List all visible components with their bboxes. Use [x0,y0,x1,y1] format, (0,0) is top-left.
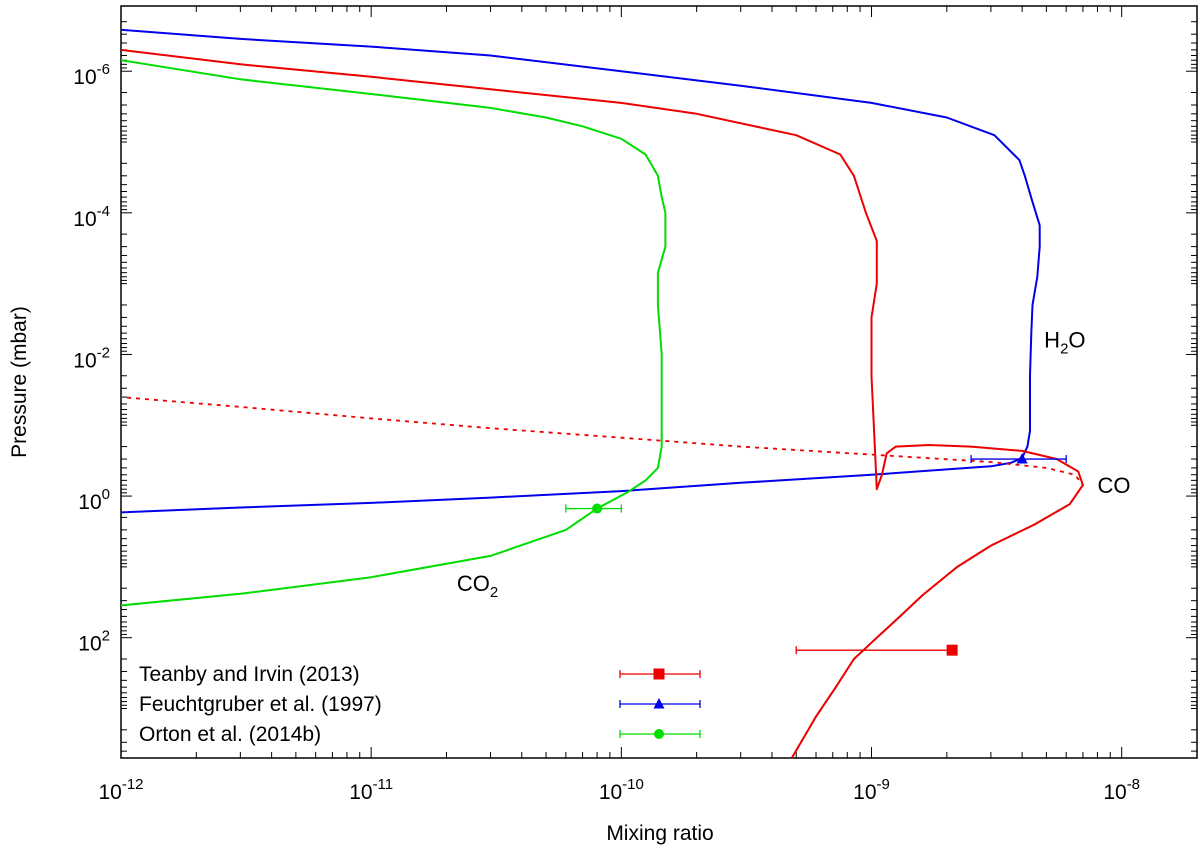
legend-marker-orton-et-al-2014b [654,729,664,739]
obs-point-orton-et-al-2014b [592,503,603,514]
legend-label-teanby-and-irvin-2013: Teanby and Irvin (2013) [139,663,360,686]
y-axis-title: Pressure (mbar) [8,306,31,458]
y-tick-label: 10-2 [73,344,110,372]
series-line-co2 [121,59,667,607]
series-labels: H2O CO CO2 [457,328,1131,602]
observations [565,453,1067,656]
series-label-h2o: H2O [1044,328,1085,358]
y-tick-label: 10-6 [73,61,110,89]
x-tick-label: 10-11 [349,776,393,804]
x-tick-label: 10-8 [1103,776,1140,804]
legend-marker-feuchtgruber-et-al-1997 [653,698,665,709]
series-line-h2o [121,28,1041,514]
series-label-co: CO [1097,473,1130,498]
y-tick-label: 10-4 [73,203,110,231]
series-label-co2: CO2 [457,571,498,601]
legend-label-orton-et-al-2014b: Orton et al. (2014b) [139,723,321,746]
obs-point-feuchtgruber-et-al-1997 [1016,453,1028,464]
plot-frame [120,5,1198,759]
axis-ticks: 10-12 10-11 10-10 10-9 10-8 10-6 10-4 10-2 100 10… [73,6,1198,804]
legend-label-feuchtgruber-et-al-1997: Feuchtgruber et al. (1997) [139,693,382,716]
x-tick-label: 10-9 [853,776,890,804]
data-series [121,28,1084,758]
legend-marker-teanby-and-irvin-2013 [653,668,665,680]
y-tick-label: 100 [78,486,110,514]
series-line-co [121,48,1084,758]
x-axis-title: Mixing ratio [606,822,713,845]
y-tick-label: 102 [78,628,110,656]
x-tick-label: 10-10 [599,776,644,804]
x-tick-label: 10-12 [98,776,143,804]
obs-point-teanby-and-irvin-2013 [946,644,958,656]
legend: Teanby and Irvin (2013) Feuchtgruber et a… [139,663,701,746]
